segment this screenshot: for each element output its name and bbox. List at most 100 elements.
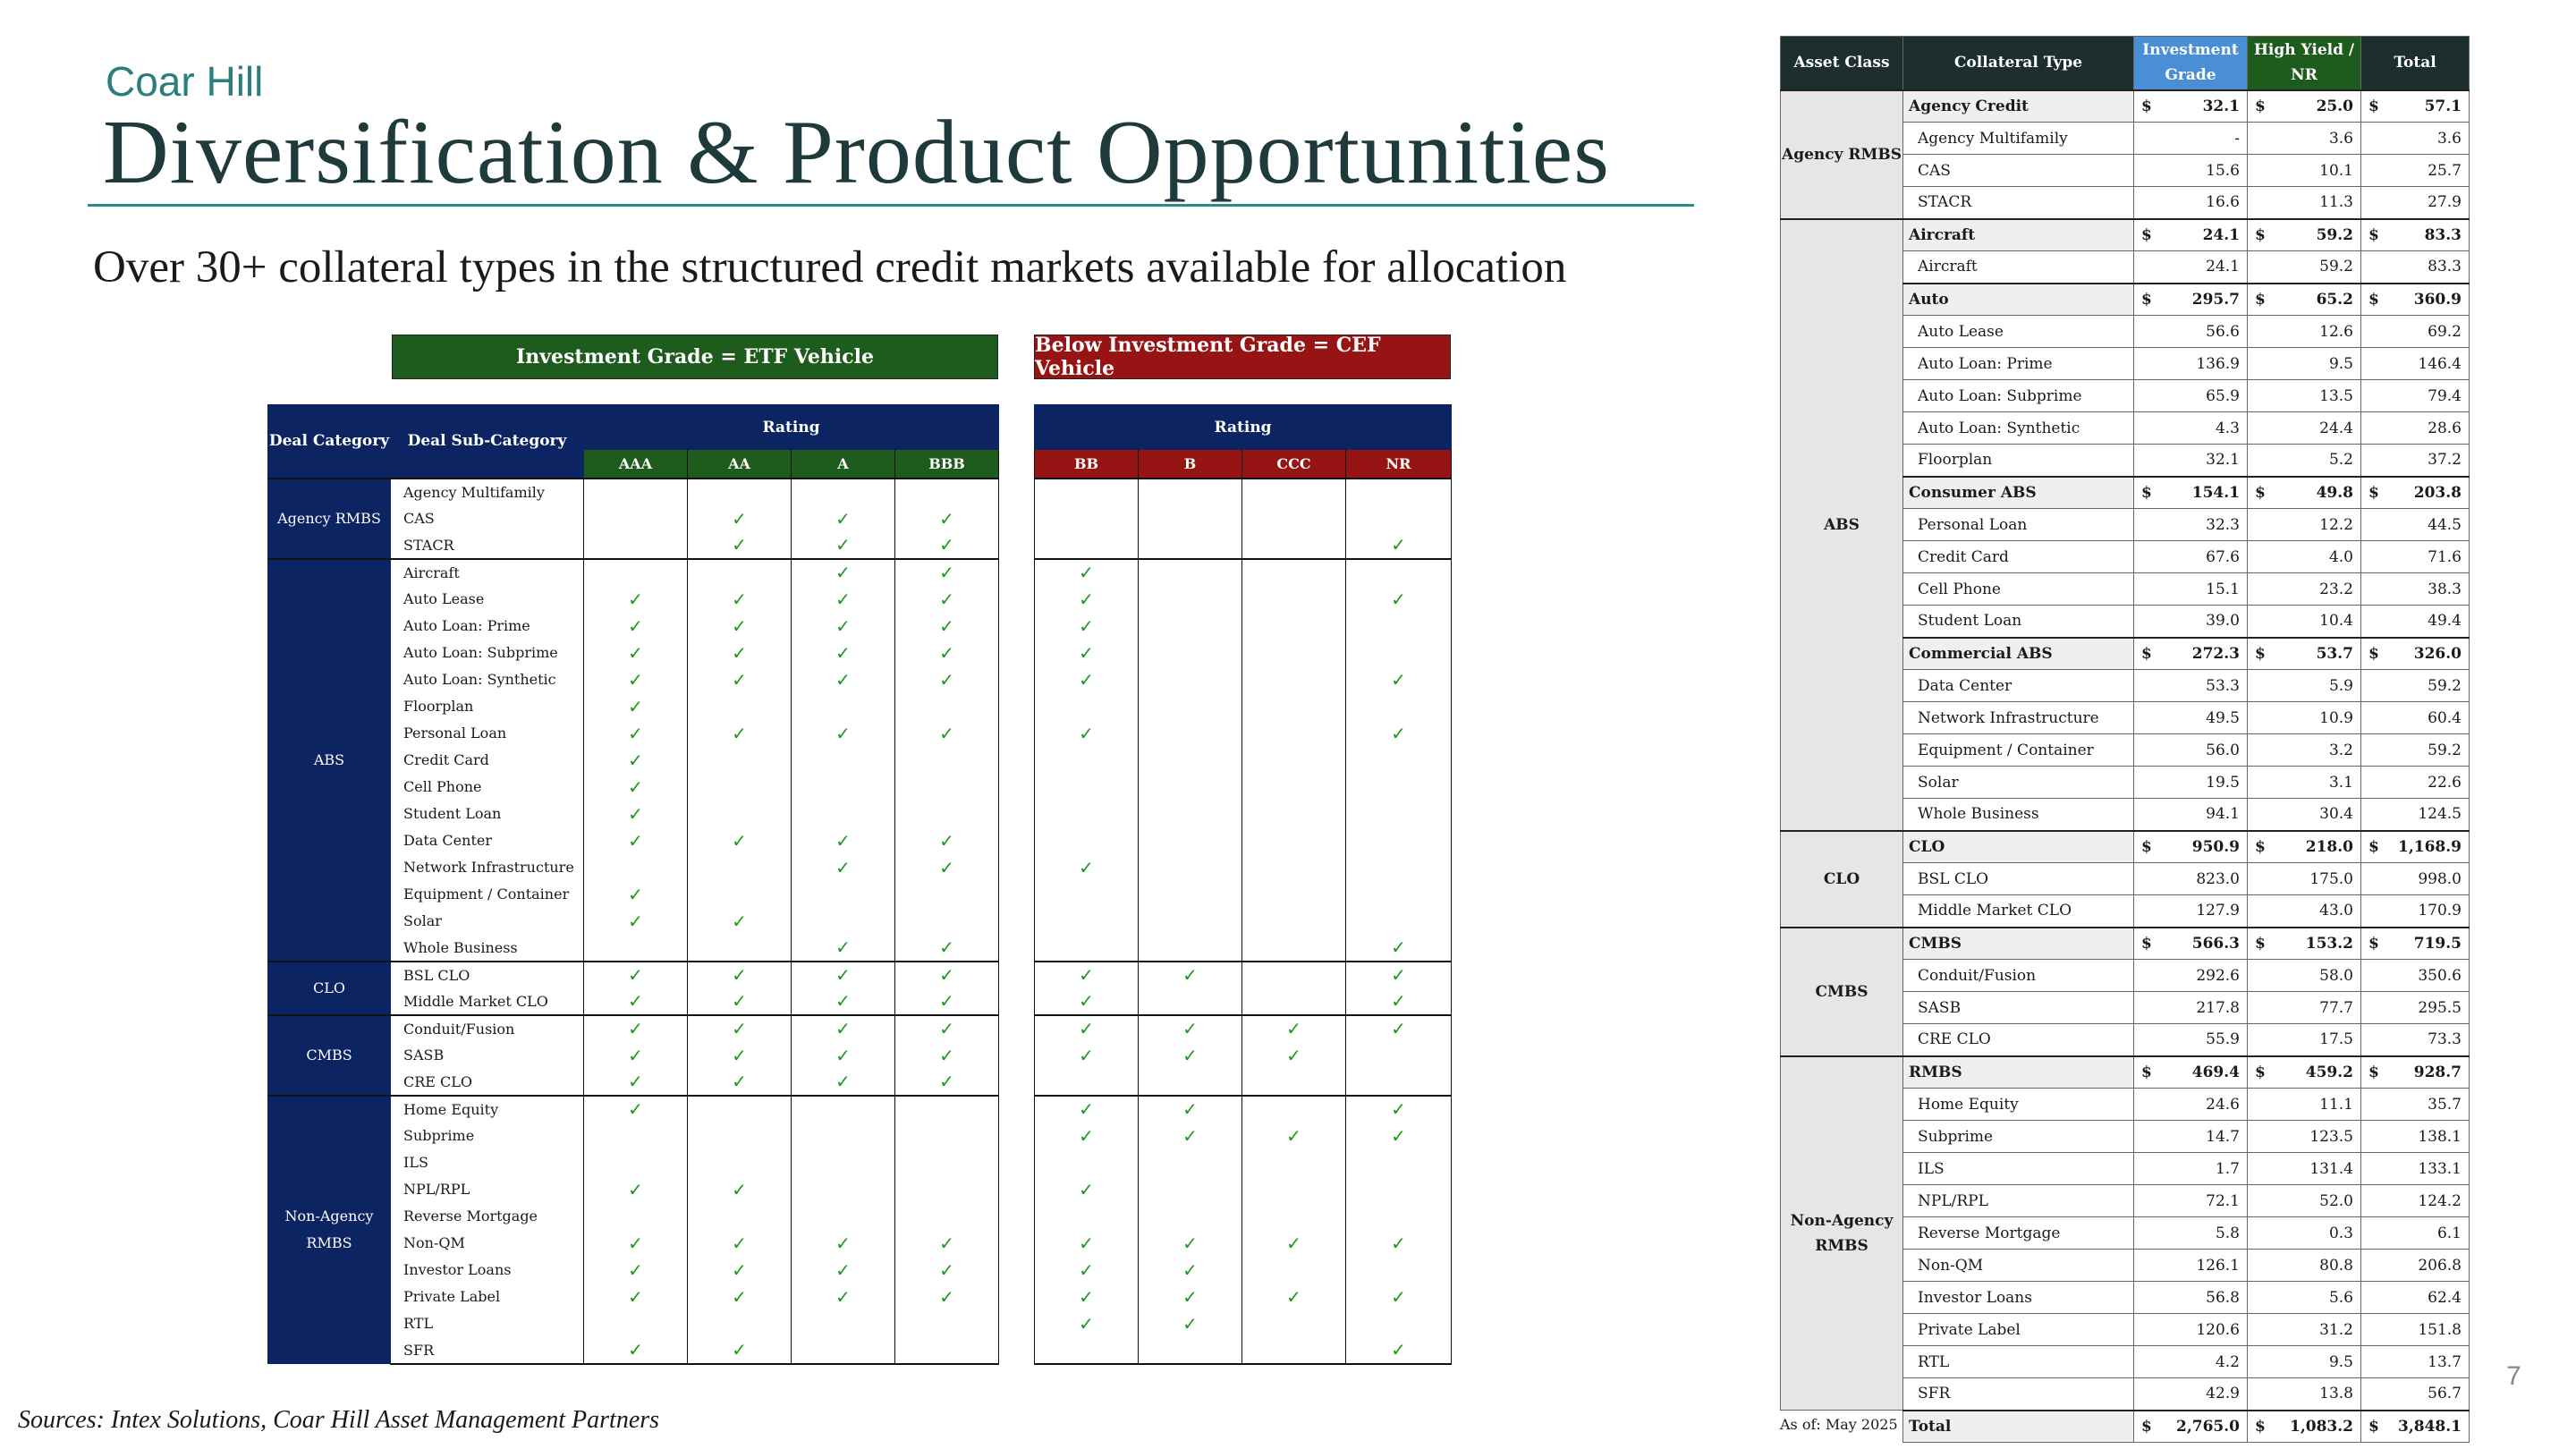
rating-check-cell: ✓ xyxy=(1138,960,1242,988)
collateral-type-cell: Reverse Mortgage xyxy=(1902,1216,2134,1250)
rating-check-cell xyxy=(1034,907,1139,935)
ig-rating-header: Rating xyxy=(582,404,1000,450)
total-cell: 35.7 xyxy=(2360,1088,2470,1121)
investment-grade-cell-value: 292.6 xyxy=(2196,966,2240,985)
currency-symbol: $ xyxy=(2368,225,2379,244)
rating-check-cell: ✓ xyxy=(791,987,895,1015)
total-cell: 151.8 xyxy=(2360,1313,2470,1346)
total-cell-value: 22.6 xyxy=(2428,773,2462,792)
high-yield-cell: 3.1 xyxy=(2247,766,2361,799)
rating-check-cell: ✓ xyxy=(687,987,792,1015)
currency-symbol: $ xyxy=(2141,1417,2152,1436)
currency-symbol: $ xyxy=(2255,1417,2266,1436)
rating-check-cell: ✓ xyxy=(1138,1256,1242,1284)
rating-header-aaa: AAA xyxy=(583,449,688,479)
collateral-type-cell: CRE CLO xyxy=(1902,1023,2134,1056)
rating-check-cell: ✓ xyxy=(791,826,895,854)
rating-check-cell xyxy=(1241,719,1346,747)
total-cell: $360.9 xyxy=(2360,282,2470,316)
rating-check-cell: ✓ xyxy=(1344,531,1453,559)
investment-grade-cell-value: 127.9 xyxy=(2196,902,2240,920)
matrix-row: ✓ ✓ ✓ xyxy=(1034,960,1453,988)
rating-check-cell: ✓ xyxy=(1138,1013,1242,1042)
collateral-type-cell: Private Label xyxy=(1902,1313,2134,1346)
deal-category-cell: CLO xyxy=(267,960,391,1015)
collateral-type-cell: Auto Loan: Prime xyxy=(1902,347,2134,380)
rating-check-cell: ✓ xyxy=(894,1229,1000,1257)
rating-check-cell xyxy=(687,1309,792,1337)
rating-check-cell: ✓ xyxy=(687,1041,792,1069)
rating-check-cell xyxy=(1138,1148,1242,1176)
matrix-row: ✓ ✓ xyxy=(1034,1256,1453,1284)
grand-total-hy-value: 1,083.2 xyxy=(2290,1417,2353,1436)
rating-check-cell xyxy=(687,773,792,801)
deal-category-cell: Agency RMBS xyxy=(267,477,391,559)
rating-check-cell xyxy=(687,934,792,962)
total-cell-value: 124.5 xyxy=(2418,805,2462,824)
collateral-type-cell: ILS xyxy=(1902,1152,2134,1185)
grand-total-row: Total $2,765.0 $1,083.2 $3,848.1 xyxy=(1781,1409,2470,1443)
rating-check-cell xyxy=(1241,612,1346,640)
collateral-type-cell: CAS xyxy=(1902,154,2134,187)
deal-sub-category-cell: Home Equity xyxy=(390,1094,584,1123)
rating-check-cell: ✓ xyxy=(583,746,688,774)
rating-check-cell xyxy=(1138,477,1242,505)
rating-check-cell: ✓ xyxy=(1241,1122,1346,1149)
grand-total-label: Total xyxy=(1902,1409,2134,1443)
high-yield-cell: 17.5 xyxy=(2247,1023,2361,1056)
rating-check-cell: ✓ xyxy=(1034,1041,1139,1069)
matrix-row: ABS Aircraft ✓ ✓ xyxy=(267,557,1000,962)
rating-check-cell xyxy=(894,907,1000,935)
investment-grade-cell: $32.1 xyxy=(2133,89,2248,123)
matrix-row: Cell Phone ✓ xyxy=(268,773,1000,801)
grand-total-value: 3,848.1 xyxy=(2398,1417,2462,1436)
total-cell: 79.4 xyxy=(2360,379,2470,412)
rating-check-cell: ✓ xyxy=(894,504,1000,532)
high-yield-cell: $65.2 xyxy=(2247,282,2361,316)
investment-grade-cell-value: 49.5 xyxy=(2206,708,2240,727)
collateral-type-cell: Student Loan xyxy=(1902,605,2134,638)
matrix-row: Data Center ✓ ✓ ✓ ✓ xyxy=(268,826,1000,854)
rating-check-cell xyxy=(1241,746,1346,774)
total-cell-value: 69.2 xyxy=(2428,322,2462,341)
deal-sub-category-cell: STACR xyxy=(390,531,584,559)
matrix-row: Auto Loan: Synthetic ✓ ✓ ✓ ✓ xyxy=(268,665,1000,693)
rating-check-cell xyxy=(1034,1336,1139,1365)
deal-sub-category-cell: Non-QM xyxy=(390,1229,584,1257)
rating-check-cell xyxy=(1344,1068,1453,1096)
high-yield-cell-value: 30.4 xyxy=(2319,805,2353,824)
rating-check-cell: ✓ xyxy=(1138,1309,1242,1337)
deal-sub-category-cell: Conduit/Fusion xyxy=(390,1013,584,1042)
high-yield-cell: 59.2 xyxy=(2247,250,2361,284)
rating-check-cell xyxy=(1241,531,1346,559)
rating-check-cell xyxy=(1138,585,1242,613)
rating-check-cell: ✓ xyxy=(1034,1309,1139,1337)
rating-check-cell: ✓ xyxy=(1138,1229,1242,1257)
rating-check-cell: ✓ xyxy=(583,719,688,747)
matrix-row xyxy=(1034,880,1453,908)
currency-symbol: $ xyxy=(2368,97,2379,115)
rating-check-cell xyxy=(1241,504,1346,532)
total-cell: 59.2 xyxy=(2360,733,2470,767)
rating-check-cell: ✓ xyxy=(583,1229,688,1257)
rating-check-cell xyxy=(791,1175,895,1203)
investment-grade-cell: 217.8 xyxy=(2133,991,2248,1024)
high-yield-cell-value: 59.2 xyxy=(2316,225,2353,244)
sources-note: Sources: Intex Solutions, Coar Hill Asse… xyxy=(18,1406,660,1434)
page-subtitle: Over 30+ collateral types in the structu… xyxy=(93,242,1567,292)
matrix-row xyxy=(1034,477,1453,505)
below-investment-grade-banner: Below Investment Grade = CEF Vehicle xyxy=(1034,334,1451,380)
rating-check-cell xyxy=(791,880,895,908)
high-yield-cell: 24.4 xyxy=(2247,411,2361,445)
deal-category-cell: Non-Agency RMBS xyxy=(267,1094,391,1364)
collateral-type-cell: CLO xyxy=(1902,829,2134,863)
rating-check-cell xyxy=(1138,1202,1242,1230)
rating-check-cell xyxy=(1034,531,1139,559)
investment-grade-cell-value: 39.0 xyxy=(2206,612,2240,631)
investment-grade-cell-value: 4.2 xyxy=(2215,1352,2240,1371)
investment-grade-cell: 55.9 xyxy=(2133,1023,2248,1056)
page-number: 7 xyxy=(2506,1361,2521,1391)
matrix-row: Equipment / Container ✓ xyxy=(268,880,1000,908)
rating-check-cell xyxy=(687,800,792,827)
total-cell: 44.5 xyxy=(2360,508,2470,541)
